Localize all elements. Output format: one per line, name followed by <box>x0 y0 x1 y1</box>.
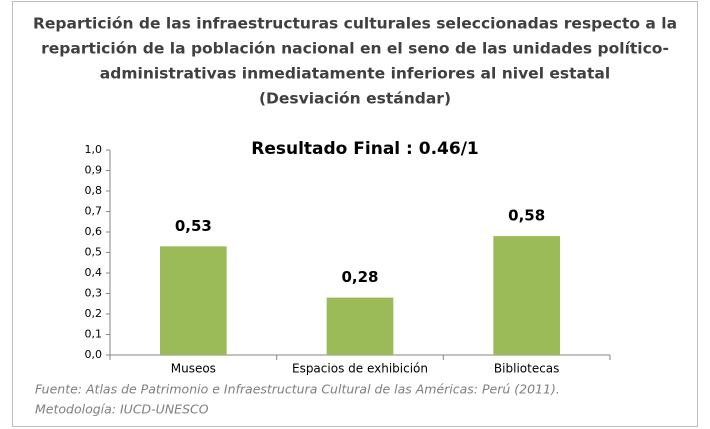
bar <box>493 236 560 355</box>
source-note: Metodología: IUCD-UNESCO <box>35 402 209 417</box>
y-tick-label: 0,6 <box>85 225 103 238</box>
chart-title: administrativas inmediatamente inferiore… <box>100 65 610 83</box>
chart-subtitle: Resultado Final : 0.46/1 <box>251 139 479 159</box>
y-tick-label: 0,7 <box>85 205 103 218</box>
x-tick-label: Museos <box>171 362 216 376</box>
data-label: 0,58 <box>508 207 545 225</box>
x-tick-label: Espacios de exhibición <box>292 362 428 376</box>
y-tick-label: 0,1 <box>85 328 103 341</box>
y-tick-label: 0,8 <box>85 184 103 197</box>
y-tick-label: 0,4 <box>85 266 103 279</box>
x-tick-label: Bibliotecas <box>494 362 559 376</box>
y-tick-label: 0,5 <box>85 246 103 259</box>
y-tick-label: 0,9 <box>85 164 103 177</box>
data-label: 0,53 <box>175 217 212 235</box>
chart-title: repartición de la población nacional en … <box>41 40 669 58</box>
chart-title: Repartición de las infraestructuras cult… <box>33 15 677 33</box>
chart-title: (Desviación estándar) <box>259 90 451 108</box>
y-tick-label: 1,0 <box>85 143 103 156</box>
bar <box>326 297 394 355</box>
y-tick-label: 0,0 <box>85 348 103 361</box>
source-note: Fuente: Atlas de Patrimonio e Infraestru… <box>35 382 560 397</box>
data-label: 0,28 <box>341 268 378 286</box>
y-tick-label: 0,3 <box>85 287 103 300</box>
y-tick-label: 0,2 <box>85 307 103 320</box>
bar <box>160 246 227 355</box>
chart-frame <box>12 1 698 427</box>
